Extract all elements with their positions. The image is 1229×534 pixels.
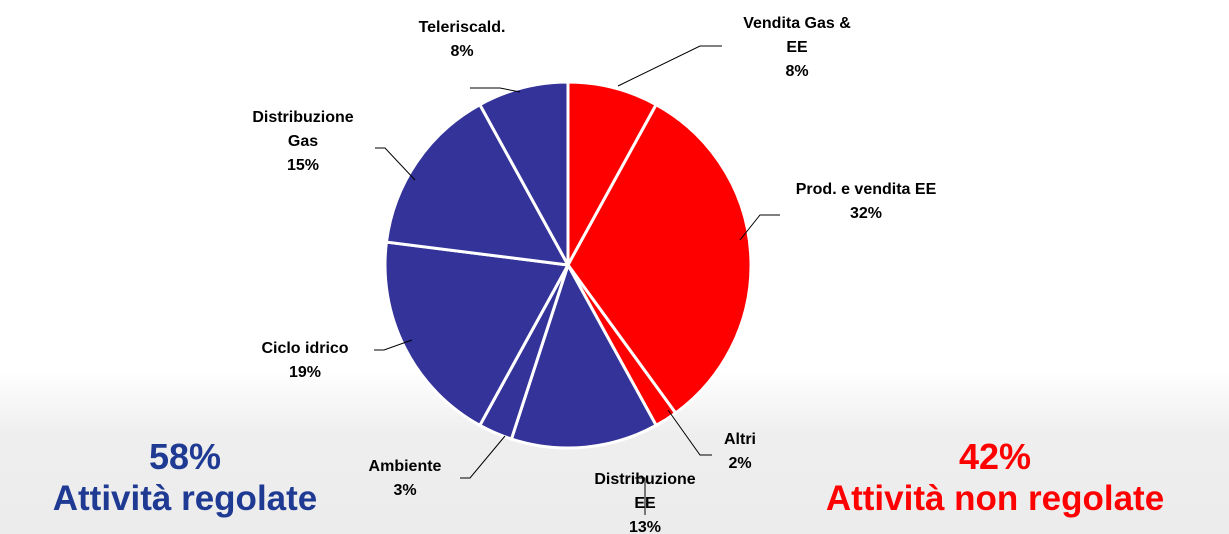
- slice-label: Distribuzione EE 13%: [585, 468, 705, 534]
- leader-line: [667, 409, 712, 456]
- annotation: 42% Attività non regolate: [795, 436, 1195, 520]
- slice-value: 32%: [849, 205, 883, 222]
- leader-line: [470, 87, 521, 93]
- slice-value: 8%: [450, 43, 474, 60]
- slice-value: 15%: [286, 157, 320, 174]
- annotation-text: Attività non regolate: [825, 479, 1165, 518]
- annotation-value: 42%: [958, 436, 1032, 477]
- slice-label: Ciclo idrico 19%: [230, 337, 380, 385]
- slice-value: 3%: [393, 482, 417, 499]
- slice-name: Teleriscald.: [418, 19, 506, 36]
- slice-name: Prod. e vendita EE: [795, 181, 937, 198]
- pie-slice: [384, 102, 571, 267]
- slice-label: Ambiente 3%: [345, 455, 465, 503]
- pie-slice: [477, 80, 570, 266]
- pie-slice: [509, 261, 659, 450]
- slice-name: Ambiente: [368, 458, 442, 475]
- slice-value: 2%: [728, 455, 752, 472]
- annotation-text: Attività regolate: [52, 479, 318, 518]
- leader-line: [374, 339, 413, 351]
- slice-value: 8%: [785, 63, 809, 80]
- annotation: 58% Attività regolate: [0, 436, 385, 520]
- slice-name: Vendita Gas & EE: [743, 15, 851, 56]
- leader-line: [635, 477, 646, 515]
- leader-line: [460, 435, 506, 479]
- annotation-value: 58%: [148, 436, 222, 477]
- pie-slice: [383, 240, 571, 428]
- slice-label: Prod. e vendita EE 32%: [791, 178, 941, 226]
- leader-line: [739, 214, 780, 241]
- slice-name: Distribuzione EE: [594, 471, 696, 512]
- pie-slice: [566, 102, 753, 416]
- slice-label: Teleriscald. 8%: [397, 16, 527, 64]
- slice-value: 19%: [288, 364, 322, 381]
- leader-line: [617, 45, 722, 87]
- slice-label: Distribuzione Gas 15%: [238, 106, 368, 178]
- leader-line: [375, 147, 416, 181]
- slice-name: Ciclo idrico: [261, 340, 349, 357]
- slice-label: Vendita Gas & EE 8%: [735, 12, 860, 84]
- slice-name: Altri: [724, 431, 756, 448]
- slice-name: Distribuzione Gas: [252, 109, 354, 150]
- pie-slice: [566, 80, 659, 266]
- slice-value: 13%: [628, 519, 662, 534]
- slice-label: Altri 2%: [700, 428, 780, 476]
